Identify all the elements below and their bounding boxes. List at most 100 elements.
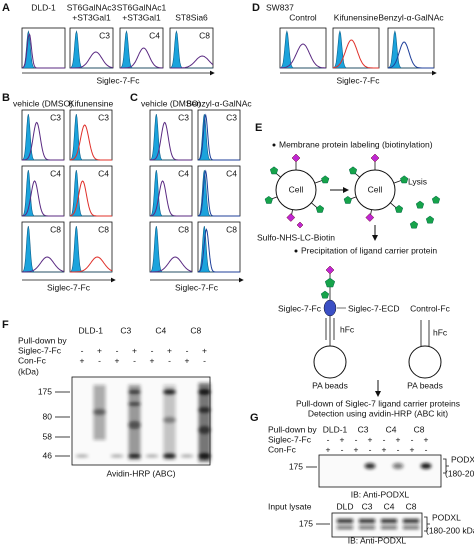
sign: - (98, 355, 101, 365)
band (110, 454, 124, 458)
label: Membrane protein labeling (biotinylation… (279, 139, 433, 149)
band (128, 390, 141, 394)
band (337, 526, 353, 529)
band (364, 463, 376, 469)
control-histogram (279, 30, 326, 69)
free-glycan (409, 220, 419, 229)
sign: + (382, 444, 387, 454)
sign: + (424, 434, 429, 444)
glycan (264, 195, 273, 204)
band (93, 409, 106, 415)
sign: - (425, 444, 428, 454)
label: Siglec-7-Fc (278, 303, 322, 313)
sign: - (327, 434, 330, 444)
control-histogram (332, 30, 379, 69)
clone-label: C4 (178, 168, 189, 178)
sample-histogram (70, 51, 114, 69)
band (198, 453, 211, 459)
panel-label: C (130, 92, 138, 104)
glycan (315, 204, 325, 213)
sample-histogram (197, 228, 240, 273)
label: (kDa) (18, 366, 39, 376)
sample-histogram (21, 32, 65, 69)
label: ST8Sia6 (175, 12, 208, 22)
lane-label: C4 (384, 501, 395, 511)
clone-label: C4 (149, 30, 160, 40)
label: Lysis (408, 176, 427, 186)
band (163, 389, 176, 395)
label: Kifunensine (334, 12, 379, 22)
label: Siglec-7-Fc (268, 434, 312, 444)
smear (198, 383, 211, 462)
cell-line: SW837 (266, 2, 294, 12)
sign: + (410, 444, 415, 454)
glycan (269, 166, 279, 175)
bullet (294, 249, 298, 253)
sign: + (185, 355, 190, 365)
band (359, 519, 375, 523)
sample-histogram (120, 47, 164, 69)
sign: - (397, 444, 400, 454)
band (128, 421, 141, 429)
lane-label: C4 (155, 325, 166, 335)
sign: + (340, 434, 345, 444)
free-glycan (431, 195, 441, 204)
sample-histogram (197, 169, 240, 217)
band (180, 454, 194, 458)
bead (313, 345, 347, 379)
label: (180-200 kDa) (445, 468, 474, 478)
blot (318, 454, 442, 488)
sample-histogram (197, 113, 240, 161)
sample-histogram (150, 256, 193, 273)
axis-label: Siglec-7-Fc (337, 75, 381, 85)
band (198, 426, 211, 434)
label: Pull-down by (18, 335, 67, 345)
gel (71, 376, 211, 466)
sign: - (116, 345, 119, 355)
label: Control (289, 12, 317, 22)
label: +ST3Gal1 (72, 12, 111, 22)
sample-histogram (70, 256, 113, 273)
control-histogram (119, 30, 163, 69)
band (381, 526, 397, 529)
marker-label: 175 (38, 386, 52, 396)
panel-label: D (252, 2, 260, 14)
sample-histogram (22, 256, 65, 273)
glycan (394, 204, 404, 213)
marker-label: 175 (289, 461, 303, 471)
lane-label: C8 (190, 325, 201, 335)
label: PA beads (312, 380, 348, 390)
band (145, 454, 159, 458)
band (163, 453, 176, 459)
label: Control-Fc (410, 303, 450, 313)
label: ST6GalNAc1 (117, 2, 167, 12)
label: PODXL (451, 454, 474, 464)
clone-label: C8 (226, 224, 237, 234)
sign: - (411, 434, 414, 444)
column-title: Kifunensine (69, 98, 114, 108)
bead (408, 345, 442, 379)
biotin (296, 221, 304, 229)
band (381, 519, 397, 523)
band (128, 454, 141, 458)
band (128, 402, 141, 406)
sign: + (115, 355, 120, 365)
lane-label: C8 (414, 424, 425, 434)
label: Precipitation of ligand carrier protein (301, 245, 437, 255)
clone-label: C3 (50, 112, 61, 122)
clone-label: C3 (98, 112, 109, 122)
clone-label: C8 (50, 224, 61, 234)
band (198, 407, 211, 413)
marker-label: 175 (299, 518, 313, 528)
sign: + (80, 355, 85, 365)
sample-histogram (22, 180, 64, 217)
glycan (348, 166, 358, 175)
clone-label: C4 (98, 168, 109, 178)
blot (331, 512, 423, 538)
glycan (320, 290, 330, 299)
sign: - (151, 345, 154, 355)
sign: + (150, 355, 155, 365)
band (392, 463, 404, 469)
sign: - (341, 444, 344, 454)
